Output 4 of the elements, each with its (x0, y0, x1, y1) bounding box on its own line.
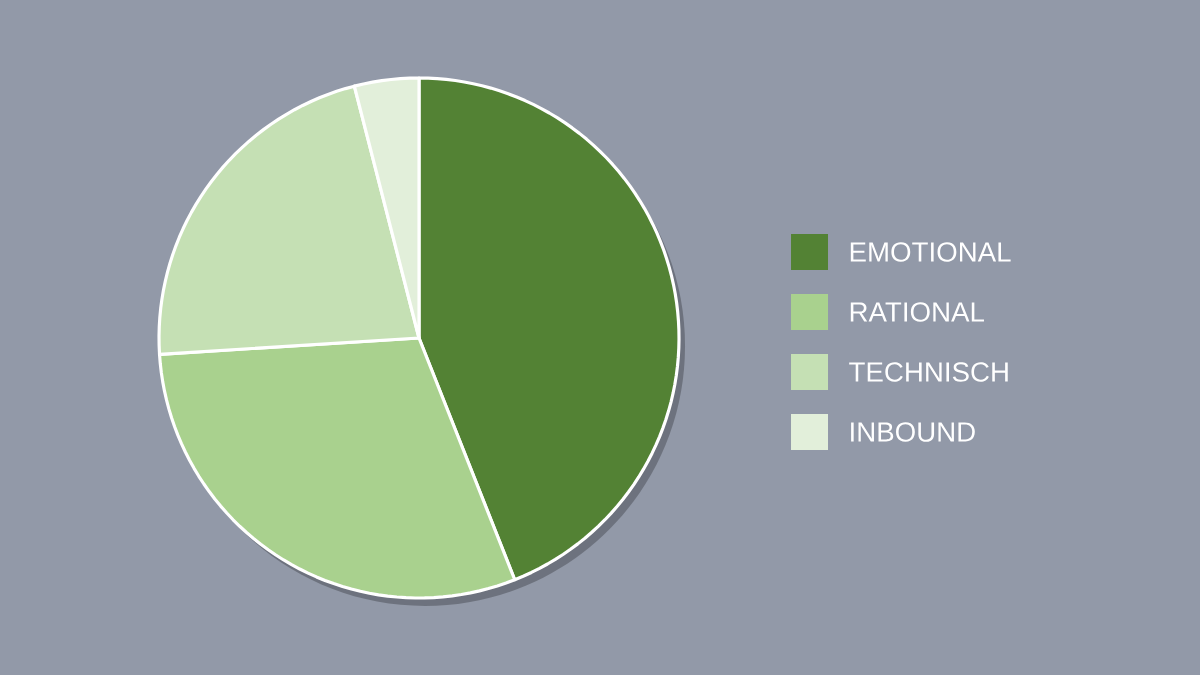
legend-label: RATIONAL (850, 302, 984, 322)
legend-label: EMOTIONAL (850, 242, 1011, 262)
legend-label: INBOUND (851, 422, 975, 442)
legend-label: TECHNISCH (849, 362, 1008, 382)
